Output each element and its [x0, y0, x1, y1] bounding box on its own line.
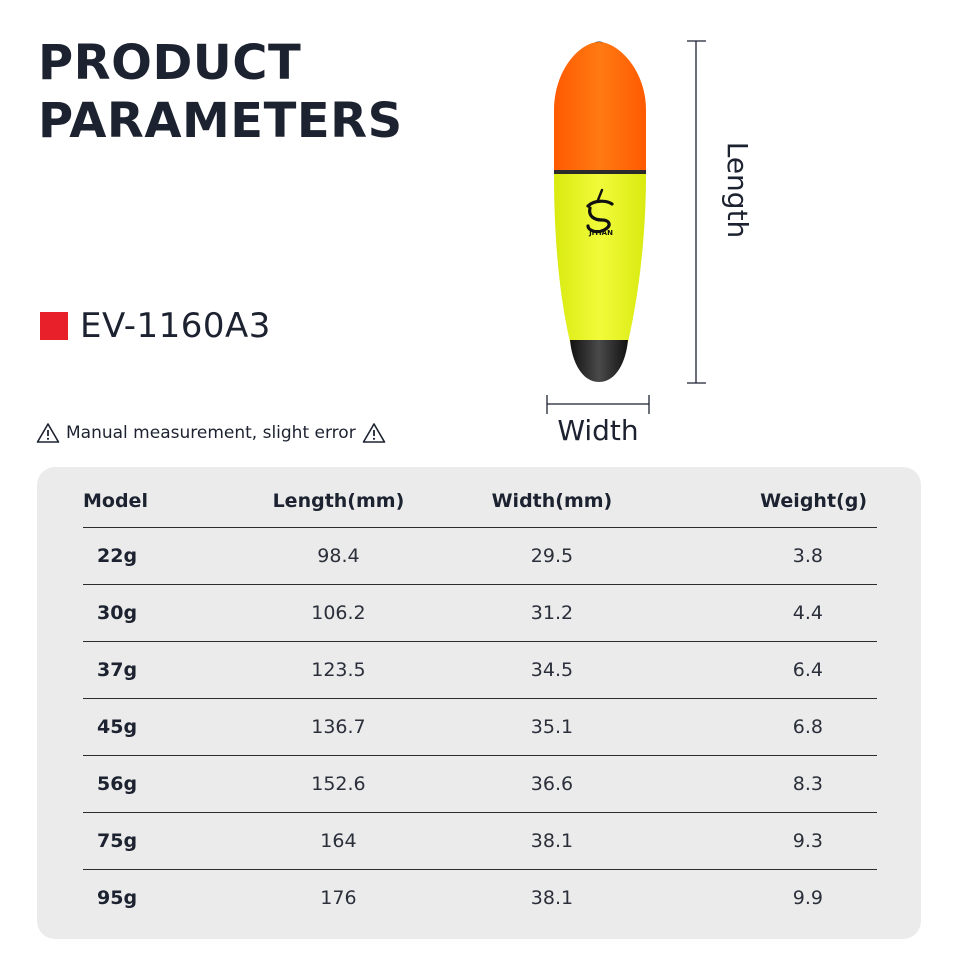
- parameters-table: Model Length(mm) Width(mm) Weight(g) 22g…: [83, 475, 877, 926]
- cell-weight: 3.8: [675, 527, 877, 585]
- cell-weight: 6.8: [675, 698, 877, 756]
- cell-width: 36.6: [428, 755, 676, 813]
- cell-width: 34.5: [428, 641, 676, 699]
- cell-length: 98.4: [248, 527, 429, 585]
- cell-model: 30g: [83, 584, 249, 642]
- cell-width: 31.2: [428, 584, 676, 642]
- measurement-note: Manual measurement, slight error: [36, 422, 386, 444]
- cell-weight: 6.4: [675, 641, 877, 699]
- model-name: EV-1160A3: [80, 306, 271, 346]
- cell-width: 38.1: [530, 887, 574, 909]
- cell-length: 164: [248, 812, 429, 870]
- column-header-length: Length(mm): [248, 475, 429, 528]
- cell-model: 45g: [83, 698, 249, 756]
- cell-length: 106.2: [248, 584, 429, 642]
- width-label: Width: [557, 414, 638, 447]
- table-row: 30g 106.2 31.2 4.4: [83, 584, 877, 642]
- cell-length: 123.5: [248, 641, 429, 699]
- cell-model: 22g: [83, 527, 249, 585]
- cell-model: 56g: [83, 755, 249, 813]
- title-line-2: PARAMETERS: [38, 93, 403, 149]
- cell-weight: 9.3: [675, 812, 877, 870]
- column-header-width: Width(mm): [428, 475, 676, 528]
- red-square-icon: [40, 312, 68, 340]
- model-label: EV-1160A3: [40, 306, 271, 346]
- table-row: 56g 152.6 36.6 8.3: [83, 755, 877, 813]
- product-image: JITIAN Length Width: [530, 30, 770, 450]
- cell-weight: 9.9: [792, 887, 823, 909]
- table-row: 75g 164 38.1 9.3: [83, 812, 877, 870]
- cell-model: 75g: [83, 812, 249, 870]
- cell-width: 29.5: [428, 527, 676, 585]
- cell-length: 136.7: [248, 698, 429, 756]
- float-body: [554, 41, 646, 382]
- title-line-1: PRODUCT: [38, 35, 302, 91]
- page-title: PRODUCT PARAMETERS: [38, 34, 403, 150]
- cell-model: 37g: [83, 641, 249, 699]
- table-row: 95g 176 38.1 9.9: [83, 870, 877, 927]
- note-text: Manual measurement, slight error: [66, 423, 356, 443]
- table-row: 22g 98.4 29.5 3.8: [83, 527, 877, 585]
- cell-length: 176: [320, 887, 357, 909]
- cell-width: 38.1: [428, 812, 676, 870]
- table-row: 37g 123.5 34.5 6.4: [83, 641, 877, 699]
- warning-triangle-icon: [362, 422, 386, 444]
- table-header-row: Model Length(mm) Width(mm) Weight(g): [83, 475, 877, 528]
- table-row: 45g 136.7 35.1 6.8: [83, 698, 877, 756]
- column-header-model: Model: [83, 475, 249, 528]
- width-dimension: Width: [546, 395, 650, 447]
- jitian-logo-icon: JITIAN: [586, 188, 614, 237]
- brand-label: JITIAN: [588, 229, 613, 237]
- cell-weight: 8.3: [675, 755, 877, 813]
- length-dimension: Length: [687, 40, 754, 384]
- warning-triangle-icon: [36, 422, 60, 444]
- column-header-weight: Weight(g): [675, 475, 877, 528]
- cell-width: 35.1: [428, 698, 676, 756]
- cell-length: 152.6: [248, 755, 429, 813]
- parameters-table-panel: Model Length(mm) Width(mm) Weight(g) 22g…: [37, 467, 921, 939]
- cell-weight: 4.4: [675, 584, 877, 642]
- length-label: Length: [721, 142, 754, 239]
- cell-model: 95g: [97, 887, 138, 909]
